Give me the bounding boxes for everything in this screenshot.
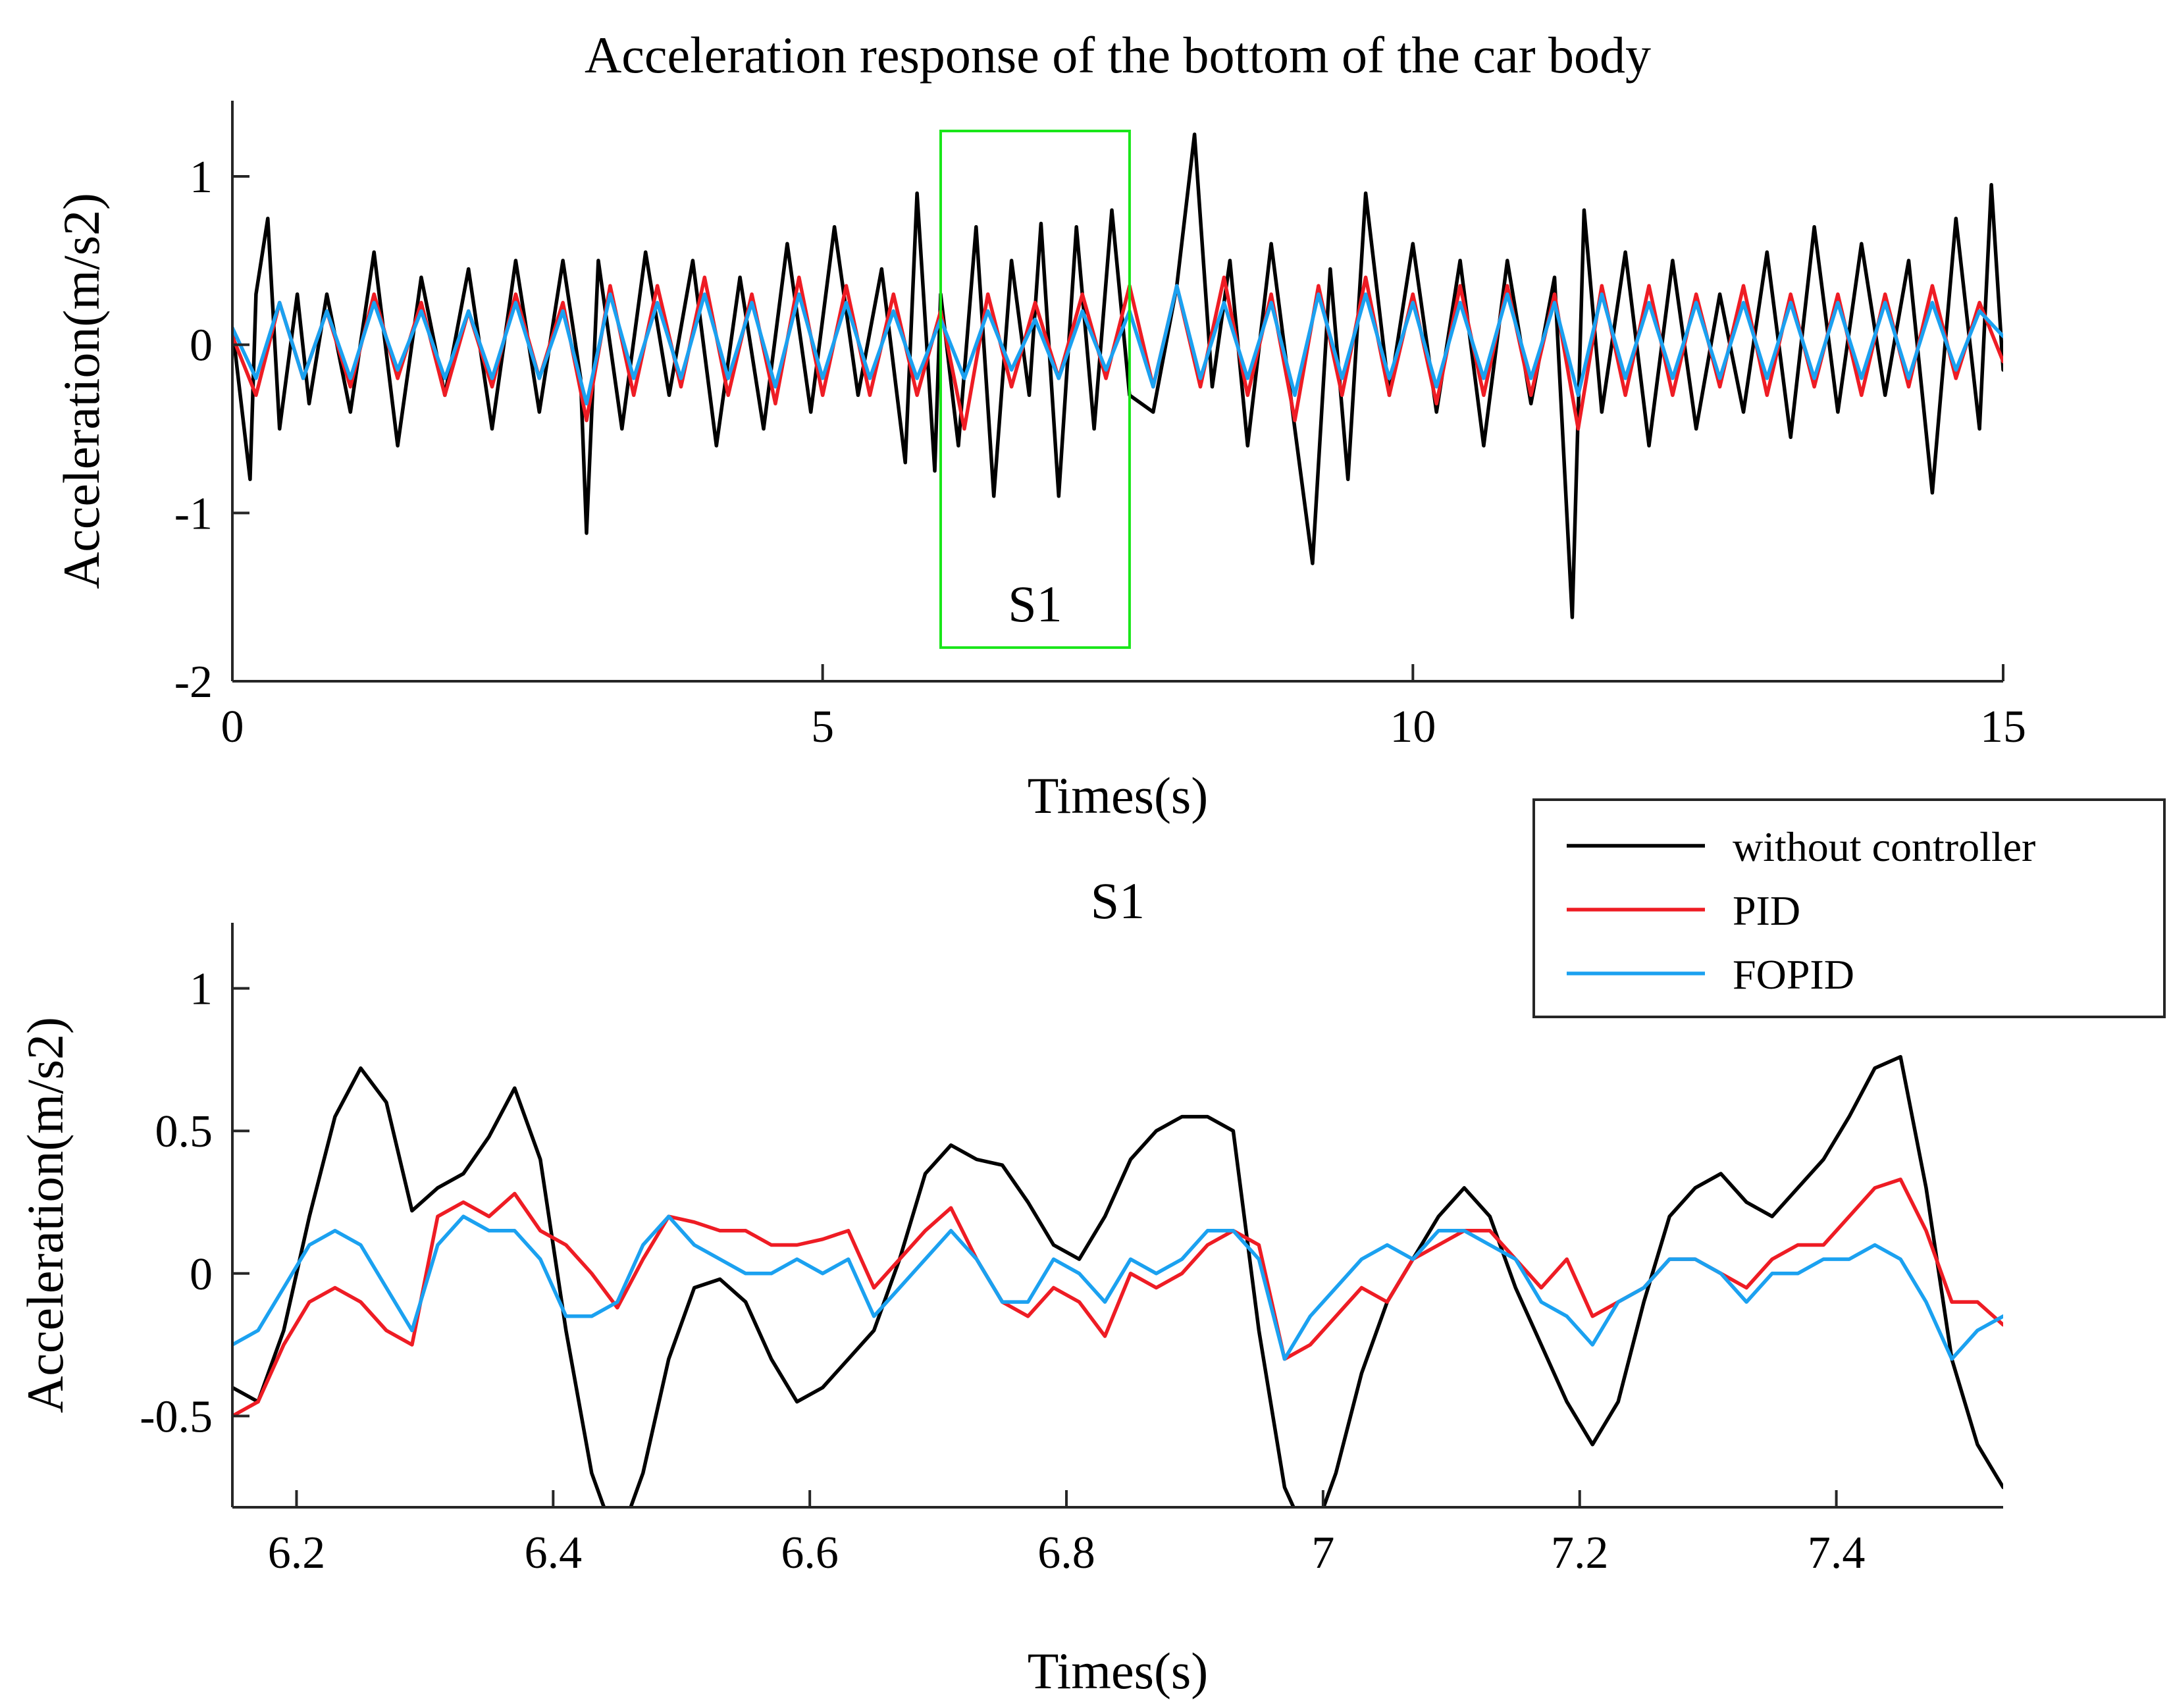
zoom-s1-y-tick-label: 0.5	[155, 1106, 213, 1157]
zoom-box-s1	[939, 130, 1131, 649]
zoom-s1-x-axis-label: Times(s)	[1028, 1642, 1209, 1699]
overview-y-tick-label: 1	[190, 152, 213, 203]
overview-x-axis-label: Times(s)	[1028, 767, 1209, 824]
overview-chart: Acceleration response of the bottom of t…	[53, 26, 2026, 824]
overview-y-axis-label: Acceleration(m/s2)	[53, 193, 110, 589]
overview-axes: 0 5 10 15 -2 -1 0 1	[174, 101, 2026, 752]
zoom-s1-y-tick-label: 0	[190, 1249, 213, 1300]
zoom-s1-x-tick-label: 7.4	[1808, 1528, 1866, 1578]
overview-y-tick-label: -1	[174, 488, 213, 539]
legend-label-pid: PID	[1733, 887, 1800, 934]
overview-series-fopid	[232, 284, 2003, 405]
zoom-s1-x-tick-label: 6.8	[1037, 1528, 1095, 1578]
zoom-s1-series-group	[232, 1054, 2003, 1507]
overview-y-tick-label: 0	[190, 321, 213, 371]
zoom-s1-y-tick-label: 1	[190, 964, 213, 1015]
zoom-s1-title: S1	[1091, 872, 1145, 929]
zoom-s1-x-tick-label: 7	[1311, 1528, 1334, 1578]
overview-x-tick-label: 5	[811, 702, 834, 752]
zoom-s1-series-pid	[232, 1177, 2003, 1418]
overview-series-group	[232, 132, 2003, 619]
legend-entry-fopid: FOPID	[1567, 951, 1854, 998]
zoom-s1-axes: 6.2 6.4 6.6 6.8 7 7.2 7.4 -0.5 0 0.5 1	[140, 923, 2003, 1578]
overview-x-tick-label: 15	[1980, 702, 2026, 752]
zoom-s1-chart: S1 Acceleration(m/s2) Times(s) 6.2 6.4 6.6…	[16, 872, 2003, 1699]
overview-x-tick-label: 10	[1390, 702, 1436, 752]
zoom-s1-series-fopid	[232, 1214, 2003, 1361]
zoom-s1-y-tick-label: -0.5	[140, 1391, 213, 1442]
zoom-s1-y-axis-label: Acceleration(m/s2)	[16, 1017, 74, 1413]
legend-entry-without-controller: without controller	[1567, 823, 2035, 870]
overview-series-without-controller	[232, 132, 2003, 619]
legend: without controller PID FOPID	[1532, 798, 2166, 1018]
legend-label-fopid: FOPID	[1733, 951, 1854, 998]
legend-label-without-controller: without controller	[1733, 823, 2035, 870]
zoom-s1-x-tick-label: 7.2	[1551, 1528, 1609, 1578]
overview-x-tick-label: 0	[221, 702, 244, 752]
zoom-s1-series-without-controller	[232, 1054, 2003, 1507]
zoom-s1-x-tick-label: 6.4	[525, 1528, 583, 1578]
zoom-box-s1-label: S1	[1008, 575, 1062, 633]
overview-series-pid	[232, 275, 2003, 431]
zoom-s1-x-tick-label: 6.6	[781, 1528, 839, 1578]
legend-entry-pid: PID	[1567, 887, 1800, 934]
overview-title: Acceleration response of the bottom of t…	[585, 26, 1651, 84]
overview-y-tick-label: -2	[174, 657, 213, 708]
zoom-s1-x-tick-label: 6.2	[268, 1528, 326, 1578]
